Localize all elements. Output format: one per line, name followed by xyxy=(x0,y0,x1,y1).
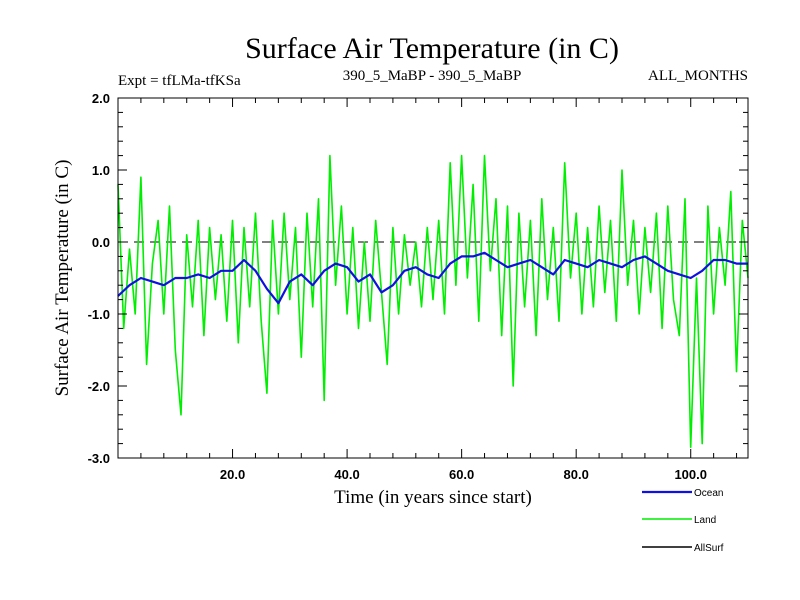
x-tick-label: 20.0 xyxy=(220,467,245,482)
legend-label-land: Land xyxy=(694,515,716,526)
x-axis-label: Time (in years since start) xyxy=(334,487,532,508)
chart-subtitle-center: 390_5_MaBP - 390_5_MaBP xyxy=(343,68,522,84)
chart-title: Surface Air Temperature (in C) xyxy=(245,32,619,65)
x-tick-label: 100.0 xyxy=(674,467,707,482)
x-tick-label: 80.0 xyxy=(564,467,589,482)
chart-subtitle-right: ALL_MONTHS xyxy=(648,68,748,84)
series-line-ocean xyxy=(117,251,748,305)
legend-label-ocean: Ocean xyxy=(694,488,723,499)
legend-label-allsurf: AllSurf xyxy=(694,543,724,554)
y-axis-label: Surface Air Temperature (in C) xyxy=(52,160,73,397)
x-tick-label: 40.0 xyxy=(334,467,359,482)
y-tick-label: 2.0 xyxy=(92,91,110,106)
x-tick-label: 60.0 xyxy=(449,467,474,482)
y-tick-label: 1.0 xyxy=(92,163,110,178)
y-tick-label: -1.0 xyxy=(88,307,110,322)
y-tick-label: -3.0 xyxy=(88,451,110,466)
y-tick-label: 0.0 xyxy=(92,235,110,250)
series-line-land xyxy=(117,154,749,449)
plot-frame xyxy=(117,97,749,459)
y-tick-label: -2.0 xyxy=(88,379,110,394)
chart-subtitle-left: Expt = tfLMa-tfKSa xyxy=(118,73,241,89)
